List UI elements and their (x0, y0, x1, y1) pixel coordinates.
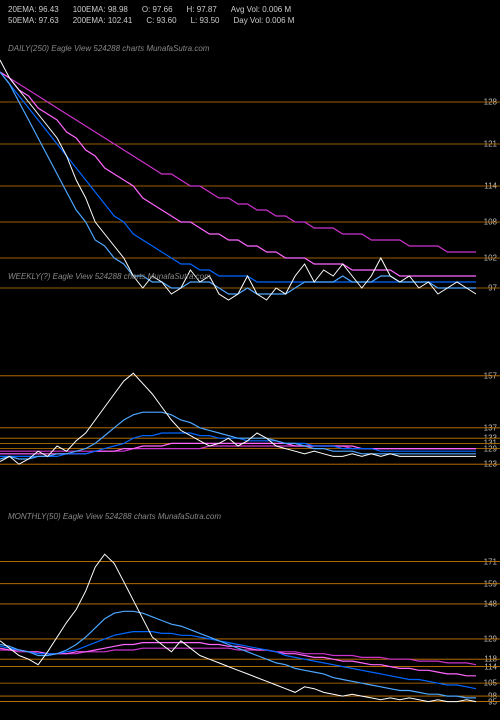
stat-item: Avg Vol: 0.006 M (231, 4, 291, 15)
series-ema20 (0, 72, 476, 294)
series-ema50 (0, 72, 476, 282)
series-price (0, 373, 476, 464)
series-ema20 (0, 611, 476, 698)
chart-svg (0, 355, 500, 485)
stat-item: 100EMA: 98.98 (73, 4, 128, 15)
stat-item: C: 93.60 (146, 15, 176, 26)
series-ema50 (0, 632, 476, 689)
stat-item: H: 97.87 (187, 4, 217, 15)
panel-title: MONTHLY(50) Eagle View 524288 charts Mun… (8, 512, 221, 521)
stat-item: 200EMA: 102.41 (73, 15, 133, 26)
header-stats: 20EMA: 96.43 100EMA: 98.98 O: 97.66 H: 97.8… (8, 4, 492, 26)
panel-title: WEEKLY(?) Eagle View 524288 charts Munaf… (8, 272, 211, 281)
stat-item: O: 97.66 (142, 4, 173, 15)
chart-svg (0, 545, 500, 720)
series-ema100 (0, 72, 476, 276)
chart-panel (0, 545, 500, 720)
chart-panel (0, 30, 500, 330)
stat-item: 50EMA: 97.63 (8, 15, 59, 26)
chart-svg (0, 30, 500, 330)
series-ema20 (0, 412, 476, 459)
series-price (0, 60, 476, 300)
chart-panel (0, 355, 500, 485)
stat-item: 20EMA: 96.43 (8, 4, 59, 15)
stat-item: Day Vol: 0.006 M (233, 15, 294, 26)
series-price (0, 554, 476, 701)
stat-item: L: 93.50 (191, 15, 220, 26)
